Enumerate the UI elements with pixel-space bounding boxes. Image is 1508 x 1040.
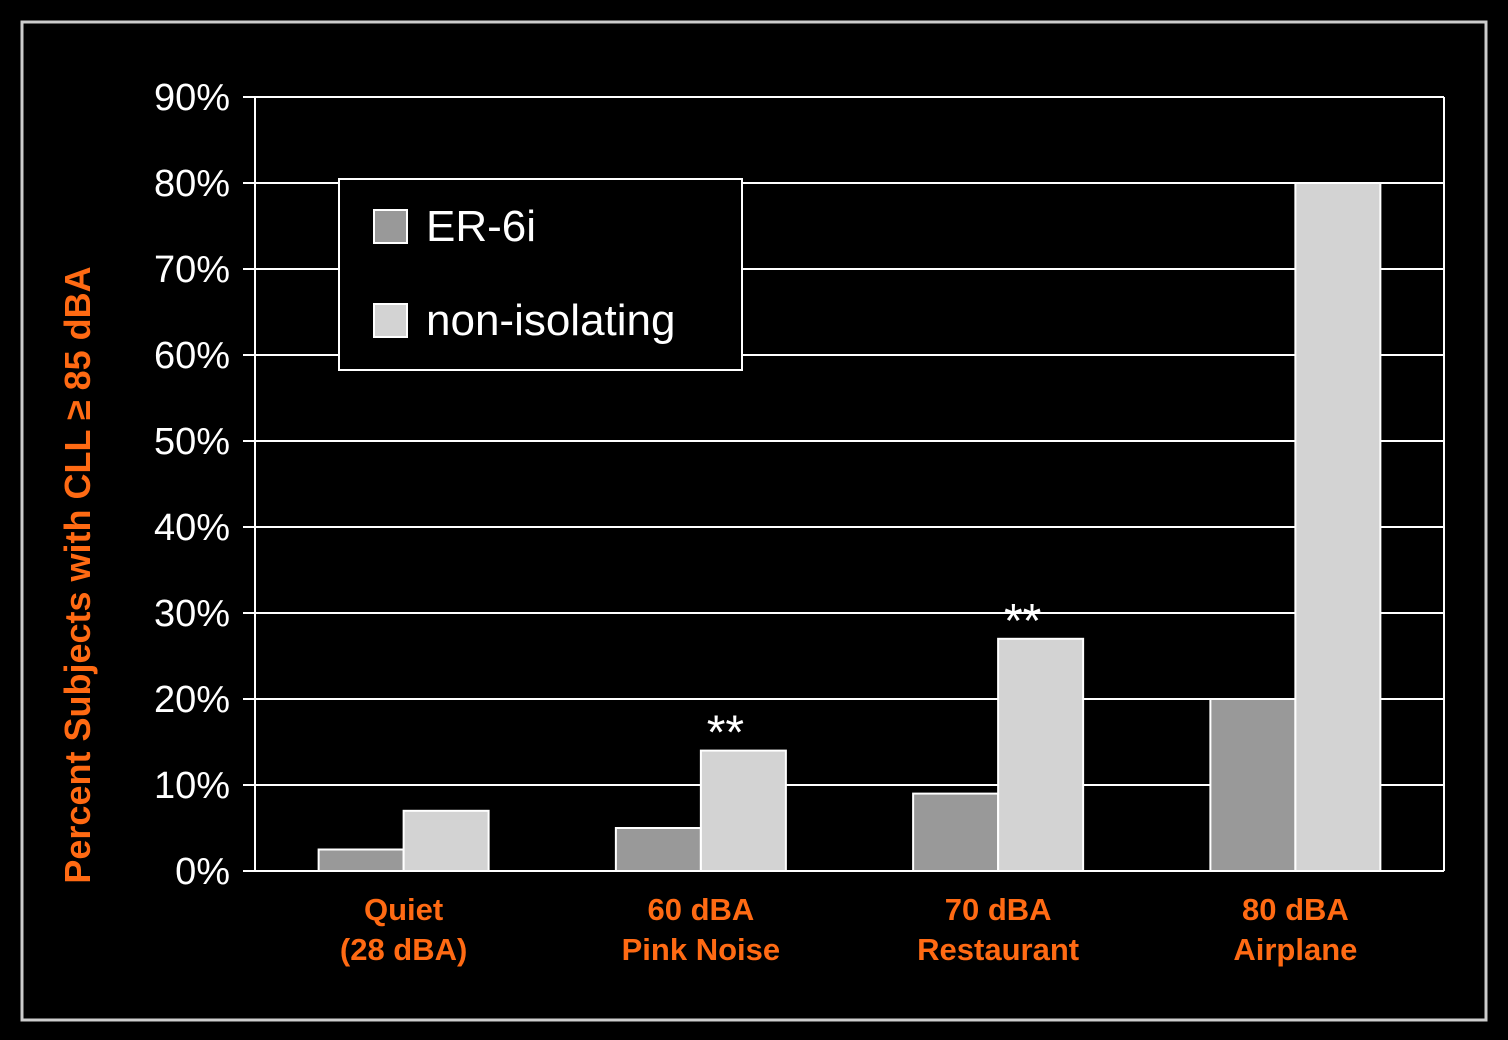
y-tick-label: 50% — [154, 421, 230, 463]
y-tick-label: 40% — [154, 507, 230, 549]
bar-er-6i — [912, 792, 1000, 872]
bar-er-6i — [614, 827, 702, 872]
bars-layer — [317, 182, 1382, 872]
x-category-label: Pink Noise — [622, 932, 781, 967]
x-category-label: (28 dBA) — [340, 932, 467, 967]
significance-marker: ** — [1004, 595, 1041, 648]
x-category-label: Quiet — [364, 892, 443, 927]
y-tick-labels: 0% 10% 20% 30% 40% 50% 60% 70% 80% 90% — [154, 77, 230, 893]
x-category-labels: Quiet (28 dBA) 60 dBA Pink Noise 70 dBA Resta… — [340, 892, 1357, 967]
legend-swatch — [373, 209, 408, 244]
x-category-label: Restaurant — [917, 932, 1079, 967]
legend-label: ER-6i — [426, 202, 536, 251]
y-tick-label: 20% — [154, 679, 230, 721]
y-tick-label: 10% — [154, 765, 230, 807]
legend-swatch — [373, 303, 408, 338]
y-tick-label: 60% — [154, 335, 230, 377]
y-axis-label: Percent Subjects with CLL ≥ 85 dBA — [57, 266, 98, 883]
x-category-label: 70 dBA — [945, 892, 1052, 927]
bar-non-isolating — [1294, 182, 1382, 872]
bar-non-isolating — [997, 637, 1085, 872]
x-category-label: Airplane — [1233, 932, 1357, 967]
outer-frame — [20, 20, 1488, 1022]
significance-marker: ** — [707, 707, 744, 760]
legend: ER-6i non-isolating — [338, 178, 743, 371]
bar-non-isolating — [402, 809, 490, 872]
x-category-label: 80 dBA — [1242, 892, 1349, 927]
y-tick-label: 90% — [154, 77, 230, 119]
y-tick-label: 80% — [154, 163, 230, 205]
bar-er-6i — [1209, 698, 1297, 872]
bar-er-6i — [317, 848, 405, 872]
y-tick-label: 30% — [154, 593, 230, 635]
axis-layer — [243, 96, 1445, 872]
annotations: ** ** — [707, 595, 1042, 760]
bar-non-isolating — [699, 749, 787, 872]
y-tick-label: 70% — [154, 249, 230, 291]
legend-label: non-isolating — [426, 296, 676, 345]
x-category-label: 60 dBA — [647, 892, 754, 927]
y-tick-label: 0% — [175, 851, 230, 893]
